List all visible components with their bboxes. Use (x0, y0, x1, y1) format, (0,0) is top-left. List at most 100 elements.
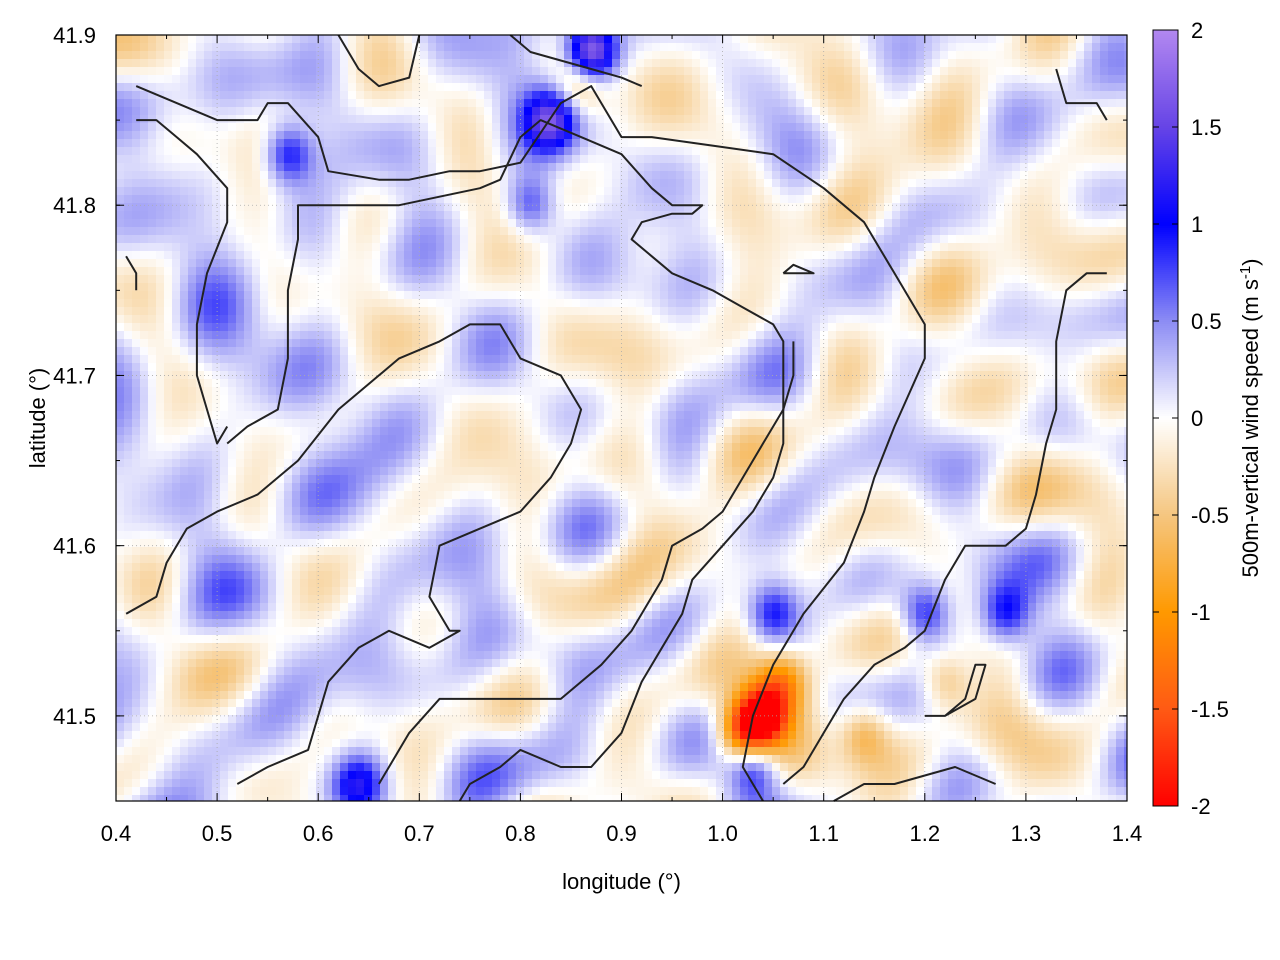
field-cell (1108, 139, 1116, 147)
field-cell (956, 75, 964, 83)
field-cell (1052, 115, 1060, 123)
field-cell (564, 339, 572, 347)
field-cell (644, 275, 652, 283)
field-cell (812, 35, 820, 43)
field-cell (124, 347, 132, 355)
field-cell (396, 235, 404, 243)
field-cell (644, 195, 652, 203)
field-cell (636, 59, 644, 67)
field-cell (436, 227, 444, 235)
field-cell (1076, 291, 1084, 299)
field-cell (796, 315, 804, 323)
field-cell (852, 99, 860, 107)
field-cell (828, 147, 836, 155)
field-cell (1100, 131, 1108, 139)
field-cell (676, 43, 684, 51)
field-cell (884, 35, 892, 43)
field-cell (684, 59, 692, 67)
field-cell (292, 67, 300, 75)
field-cell (188, 59, 196, 67)
field-cell (956, 107, 964, 115)
field-cell (860, 307, 868, 315)
field-cell (260, 211, 268, 219)
field-cell (668, 131, 676, 139)
field-cell (876, 147, 884, 155)
field-cell (356, 267, 364, 275)
field-cell (668, 75, 676, 83)
field-cell (196, 323, 204, 331)
field-cell (276, 203, 284, 211)
field-cell (724, 283, 732, 291)
field-cell (228, 299, 236, 307)
field-cell (244, 283, 252, 291)
field-cell (292, 35, 300, 43)
field-cell (900, 107, 908, 115)
field-cell (1044, 331, 1052, 339)
field-cell (484, 67, 492, 75)
field-cell (172, 315, 180, 323)
field-cell (172, 75, 180, 83)
field-cell (724, 307, 732, 315)
field-cell (652, 211, 660, 219)
field-cell (1012, 83, 1020, 91)
field-cell (380, 155, 388, 163)
field-cell (324, 179, 332, 187)
field-cell (140, 275, 148, 283)
field-cell (156, 243, 164, 251)
field-cell (204, 107, 212, 115)
field-cell (892, 219, 900, 227)
field-cell (948, 123, 956, 131)
field-cell (572, 195, 580, 203)
field-cell (356, 171, 364, 179)
field-cell (532, 131, 540, 139)
field-cell (348, 139, 356, 147)
field-cell (548, 195, 556, 203)
field-cell (940, 243, 948, 251)
field-cell (748, 339, 756, 347)
field-cell (756, 235, 764, 243)
field-cell (796, 203, 804, 211)
field-cell (492, 131, 500, 139)
field-cell (508, 291, 516, 299)
field-cell (772, 187, 780, 195)
field-cell (348, 347, 356, 355)
field-cell (508, 59, 516, 67)
field-cell (484, 75, 492, 83)
field-cell (932, 155, 940, 163)
field-cell (220, 315, 228, 323)
field-cell (780, 195, 788, 203)
field-cell (972, 235, 980, 243)
field-cell (444, 187, 452, 195)
field-cell (1020, 131, 1028, 139)
field-cell (396, 67, 404, 75)
field-cell (532, 139, 540, 147)
field-cell (204, 99, 212, 107)
field-cell (252, 99, 260, 107)
field-cell (620, 171, 628, 179)
field-cell (132, 163, 140, 171)
field-cell (580, 211, 588, 219)
field-cell (148, 123, 156, 131)
field-cell (236, 243, 244, 251)
field-cell (804, 299, 812, 307)
field-cell (348, 299, 356, 307)
field-cell (852, 107, 860, 115)
field-cell (596, 331, 604, 339)
field-cell (660, 179, 668, 187)
field-cell (924, 163, 932, 171)
field-cell (964, 99, 972, 107)
field-cell (796, 299, 804, 307)
field-cell (340, 99, 348, 107)
field-cell (1020, 251, 1028, 259)
field-cell (444, 163, 452, 171)
field-cell (908, 339, 916, 347)
field-cell (620, 323, 628, 331)
field-cell (988, 291, 996, 299)
field-cell (1084, 139, 1092, 147)
field-cell (212, 283, 220, 291)
field-cell (444, 203, 452, 211)
field-cell (396, 307, 404, 315)
field-cell (940, 91, 948, 99)
field-cell (452, 323, 460, 331)
field-cell (164, 147, 172, 155)
